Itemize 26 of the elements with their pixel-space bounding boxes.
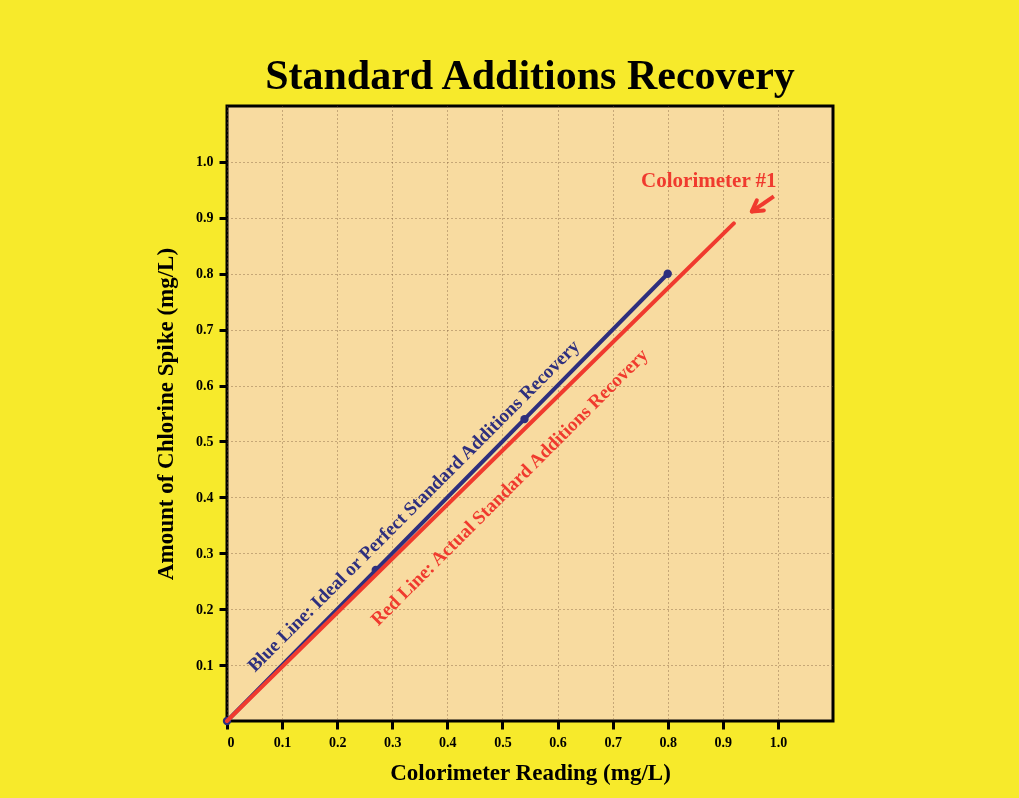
chart-title: Standard Additions Recovery bbox=[265, 52, 795, 98]
annotation: Colorimeter #1 bbox=[641, 168, 777, 193]
x-tick-label: 1.0 bbox=[769, 734, 788, 750]
y-tick-label: 0.9 bbox=[196, 210, 214, 226]
x-axis-title: Colorimeter Reading (mg/L) bbox=[390, 759, 671, 785]
y-tick-label: 1.0 bbox=[196, 154, 214, 170]
y-tick-label: 0.6 bbox=[196, 378, 214, 394]
x-tick-label: 0.5 bbox=[494, 734, 512, 750]
x-tick-label: 0.6 bbox=[549, 734, 567, 750]
y-tick-label: 0.3 bbox=[196, 545, 214, 561]
y-tick-label: 0.5 bbox=[196, 433, 214, 449]
y-tick-label: 0.1 bbox=[196, 657, 214, 673]
y-tick-label: 0.4 bbox=[196, 489, 214, 505]
x-tick-label: 0.8 bbox=[659, 734, 677, 750]
x-tick-label: 0.7 bbox=[604, 734, 622, 750]
y-tick-label: 0.8 bbox=[196, 266, 214, 282]
x-tick-label: 0.3 bbox=[384, 734, 402, 750]
y-axis-title: Amount of Chlorine Spike (mg/L) bbox=[153, 247, 178, 581]
y-tick-label: 0.7 bbox=[196, 322, 214, 338]
point bbox=[663, 269, 672, 278]
x-tick-label: 0 bbox=[227, 734, 235, 750]
x-tick-label: 0.1 bbox=[273, 734, 292, 750]
x-tick-label: 0.9 bbox=[714, 734, 733, 750]
x-tick-label: 0.2 bbox=[328, 734, 347, 750]
x-tick-label: 0.4 bbox=[439, 734, 457, 750]
y-tick-label: 0.2 bbox=[196, 601, 214, 617]
